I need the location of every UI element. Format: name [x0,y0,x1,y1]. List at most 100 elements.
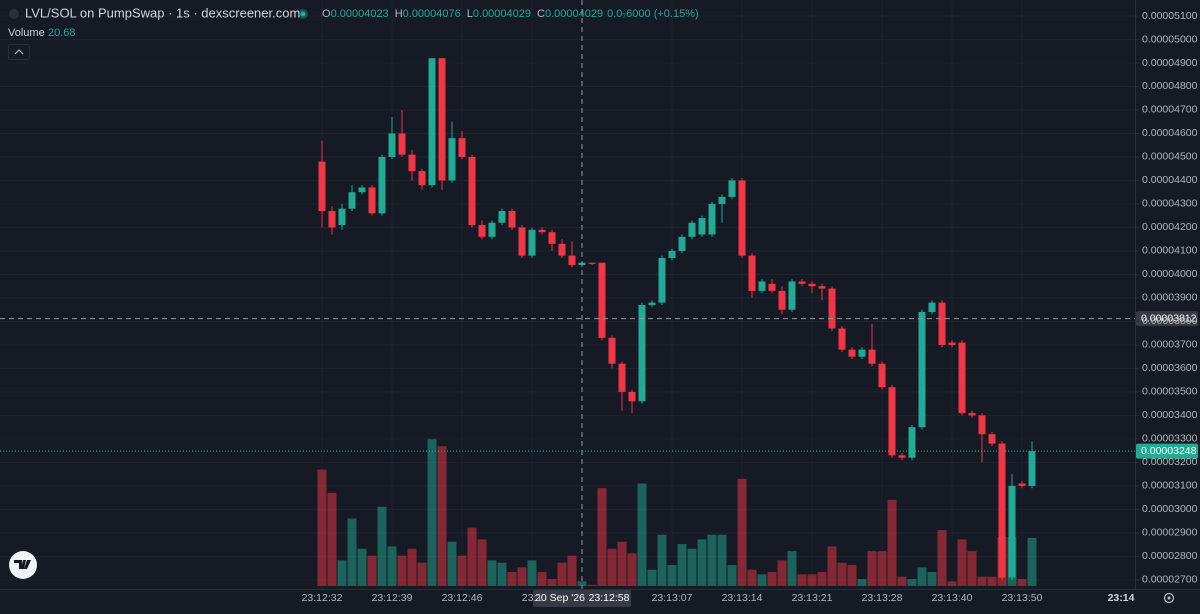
volume-bar [317,469,327,586]
volume-bar [687,548,697,586]
candle-body [908,427,916,458]
volume-bar [887,499,897,586]
y-tick-label: 0.00003900 [1142,292,1198,304]
candle-body [388,133,396,157]
status-dot [300,11,306,17]
candle-body [668,250,676,258]
volume-bar [957,539,967,586]
candle-body [548,232,556,244]
volume-bar [477,539,487,586]
volume-bar [837,562,847,586]
volume-bar [337,560,347,586]
candle-body [558,243,566,256]
candle-body [688,222,696,237]
candle-body [368,187,376,214]
candle-body [848,349,856,357]
candle-body [698,218,706,235]
chart-title: LVL/SOL on PumpSwap · 1s · dexscreener.c… [25,5,300,20]
volume-bar [767,572,777,586]
candle-body [998,443,1006,578]
ohlc-key: C [537,8,545,20]
volume-bar [857,579,867,586]
collapse-button[interactable] [8,44,30,60]
ohlc-key: O [322,8,331,20]
volume-bar [597,488,607,586]
volume-bar [927,572,937,586]
volume-bar [897,576,907,586]
candle-body [628,391,636,402]
y-tick-label: 0.00005000 [1142,33,1198,45]
volume-bar [587,584,597,586]
candle-body [758,281,766,291]
volume-bar [517,567,527,586]
tradingview-logo [9,551,37,579]
candle-body [638,304,646,402]
candle-body [678,236,686,251]
y-tick-label: 0.00004900 [1142,57,1198,69]
settings-icon[interactable] [1163,592,1175,604]
candle-body [788,281,796,310]
x-tick-label: 23:13:40 [932,592,973,604]
y-tick-label: 0.00003400 [1142,409,1198,421]
candle-body [488,222,496,237]
candle-body [958,342,966,414]
ohlc-key: L [467,8,473,20]
candle-body [498,210,506,223]
x-tick-label: 23:12:32 [302,592,343,604]
candle-body [718,196,726,204]
candle-body [778,290,786,310]
y-tick-label: 0.00004600 [1142,127,1198,139]
y-tick-label: 0.00004300 [1142,198,1198,210]
volume-bar [547,579,557,586]
volume-bar [577,581,587,586]
volume-label: Volume [8,27,45,39]
gear-ring [1163,592,1175,604]
volume-bar [817,572,827,586]
candle-body [588,262,596,264]
volume-bar [527,560,537,586]
volume-bar [987,576,997,586]
volume-bar [617,541,627,586]
candle-body [968,413,976,416]
x-tick-label: 23:13:28 [862,592,903,604]
candle-body [1018,483,1026,486]
volume-bar [847,565,857,586]
candle-body [518,227,526,256]
volume-bar [697,539,707,586]
volume-bar [907,579,917,586]
x-tick-label: 23:13:07 [652,592,693,604]
candle-body [928,302,936,313]
candle-body [438,58,446,181]
volume-bar [447,541,457,586]
candle-body [938,302,946,345]
candle-body [808,283,816,287]
candle-body [738,180,746,256]
candle-body [918,312,926,428]
volume-bar [657,534,667,586]
candle-body [338,208,346,226]
y-tick-label: 0.00003700 [1142,339,1198,351]
x-tick-label: 23:12:46 [442,592,483,604]
volume-bar [377,506,387,586]
symbol-icon [9,9,19,19]
volume-bar [1017,579,1027,586]
candle-body [508,210,516,228]
x-tick-label: 23:12:39 [372,592,413,604]
y-tick-label: 0.00004700 [1142,104,1198,116]
candle-body [988,434,996,444]
candle-body [948,342,956,345]
volume-bar [667,565,677,586]
volume-bar [947,581,957,586]
volume-bar [707,534,717,586]
crosshair-price-label: 0.00003812 [1141,312,1197,324]
y-tick-label: 0.00002800 [1142,550,1198,562]
candle-body [648,302,656,305]
x-tick-label: 23:13:50 [1002,592,1043,604]
volume-bar [877,551,887,586]
y-tick-label: 0.00002700 [1142,574,1198,586]
candle-body [1008,485,1016,578]
candle-body [838,328,846,350]
candle-body [448,138,456,181]
